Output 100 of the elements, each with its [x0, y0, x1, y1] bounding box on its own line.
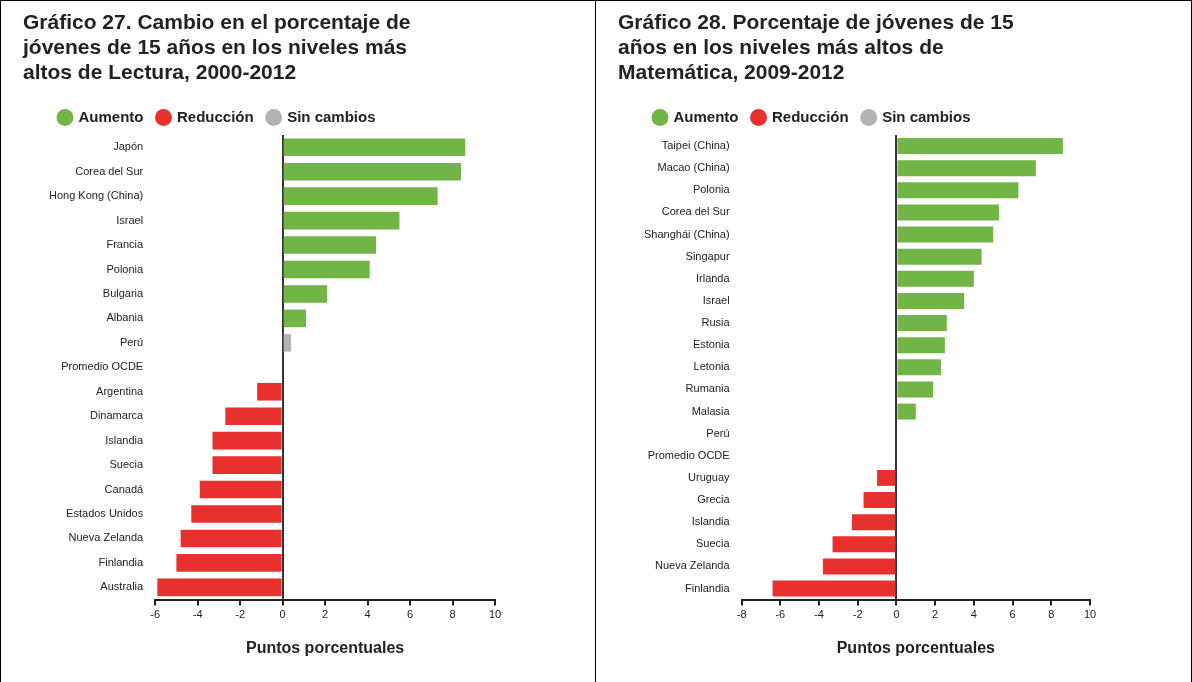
x-tick-label: -2	[852, 608, 863, 621]
y-tick-label: Malasia	[691, 404, 731, 417]
y-tick-label: Grecia	[697, 493, 731, 506]
x-axis-title: Puntos porcentuales	[245, 638, 405, 656]
y-tick-label: Promedio OCDE	[61, 360, 144, 373]
y-tick-label: Suecia	[695, 537, 731, 550]
x-tick-label: 10	[1083, 608, 1097, 621]
x-tick-label: -6	[150, 608, 161, 621]
legend-label: Sin cambios	[882, 107, 971, 125]
chart-title: Gráfico 28. Porcentaje de jóvenes de 15 años en los niveles más altos de Matemática, 2009-2012	[618, 9, 1015, 84]
bar	[283, 236, 377, 254]
y-tick-label: Estados Unidos	[66, 507, 144, 520]
bar	[225, 407, 282, 426]
y-tick-label: Uruguay	[688, 470, 731, 483]
bar	[212, 431, 282, 450]
bar	[863, 492, 896, 509]
legend-label: Reducción	[772, 107, 849, 125]
bar	[897, 204, 1000, 221]
bar	[283, 309, 306, 328]
x-tick-label: 2	[932, 608, 939, 621]
y-tick-label: Corea del Sur	[661, 205, 730, 218]
y-tick-label: Shanghái (China)	[643, 227, 730, 240]
y-tick-label: Perú	[119, 335, 144, 348]
y-tick-label: Perú	[706, 426, 730, 439]
x-axis-title: Puntos porcentuales	[836, 638, 996, 656]
bar	[897, 403, 916, 420]
bar	[199, 480, 282, 499]
bar	[897, 315, 947, 332]
y-tick-label: Francia	[106, 238, 145, 251]
y-tick-label: Suecia	[109, 458, 145, 471]
legend-label: Reducción	[177, 107, 254, 125]
y-tick-label: Bulgaria	[102, 286, 145, 299]
bar	[772, 580, 896, 597]
x-tick-label: 6	[1009, 608, 1016, 621]
x-tick-label: -4	[814, 608, 824, 621]
bar	[191, 505, 282, 523]
bar	[283, 138, 466, 157]
y-tick-label: Islandia	[691, 515, 731, 528]
bar	[832, 536, 896, 553]
x-tick-label: 4	[970, 608, 977, 621]
bar	[157, 578, 282, 597]
bar	[822, 558, 896, 575]
y-tick-label: Singapur	[685, 249, 730, 262]
x-tick-label: 10	[488, 608, 502, 621]
x-tick-label: 0	[279, 608, 286, 621]
bar	[897, 226, 994, 243]
bar	[212, 456, 282, 474]
y-tick-label: Canadá	[104, 482, 145, 495]
y-tick-label: Nueva Zelanda	[68, 531, 145, 544]
bar	[851, 514, 896, 531]
bar	[283, 285, 328, 303]
bar	[897, 182, 1019, 199]
y-tick-label: Albania	[106, 311, 145, 324]
x-tick-label: -6	[775, 608, 786, 621]
bar	[897, 292, 965, 309]
bar	[257, 382, 282, 401]
x-tick-label: 8	[1048, 608, 1055, 621]
y-tick-label: Argentina	[96, 384, 145, 397]
y-tick-label: Irlanda	[695, 271, 731, 284]
y-tick-label: Polonia	[692, 183, 731, 196]
legend-label: Aumento	[78, 107, 144, 125]
x-tick-label: 6	[406, 608, 414, 621]
y-tick-label: Promedio OCDE	[647, 448, 730, 461]
y-tick-label: Estonia	[692, 338, 731, 351]
bar	[897, 359, 941, 376]
bar	[897, 248, 982, 265]
x-tick-label: 2	[322, 608, 329, 621]
bar	[176, 554, 282, 572]
y-tick-label: Finlandia	[684, 581, 731, 594]
y-tick-label: Hong Kong (China)	[48, 189, 144, 202]
x-tick-label: 4	[364, 608, 371, 621]
y-tick-label: Polonia	[106, 262, 145, 275]
x-tick-label: -2	[235, 608, 246, 621]
y-tick-label: Finlandia	[98, 555, 145, 568]
bar	[897, 138, 1063, 155]
chart-title: Gráfico 27. Cambio en el porcentaje de jóvenes de 15 años en los niveles más altos de Lectura, 2000-2012	[23, 9, 412, 84]
y-tick-label: Israel	[702, 293, 730, 306]
x-tick-label: 8	[449, 608, 456, 621]
x-tick-label: 0	[893, 608, 900, 621]
legend-label: Sin cambios	[287, 107, 376, 125]
y-tick-label: Rusia	[701, 316, 731, 329]
y-tick-label: Corea del Sur	[75, 164, 144, 177]
legend-label: Aumento	[673, 107, 739, 125]
bar	[283, 187, 438, 205]
bar	[897, 337, 945, 354]
y-tick-label: Japón	[113, 140, 144, 153]
y-tick-label: Dinamarca	[89, 409, 145, 422]
y-tick-label: Nueva Zelanda	[655, 559, 731, 572]
y-tick-label: Rumania	[685, 382, 731, 395]
bar	[283, 334, 292, 352]
bar	[283, 211, 400, 230]
bar	[897, 160, 1036, 177]
x-tick-label: -8	[736, 608, 747, 621]
y-tick-label: Australia	[100, 580, 145, 593]
bar	[283, 162, 462, 181]
y-tick-label: Letonia	[693, 360, 731, 373]
y-tick-label: Taipei (China)	[661, 139, 730, 152]
bar	[283, 260, 370, 279]
bar	[897, 270, 974, 287]
bar	[180, 529, 282, 548]
